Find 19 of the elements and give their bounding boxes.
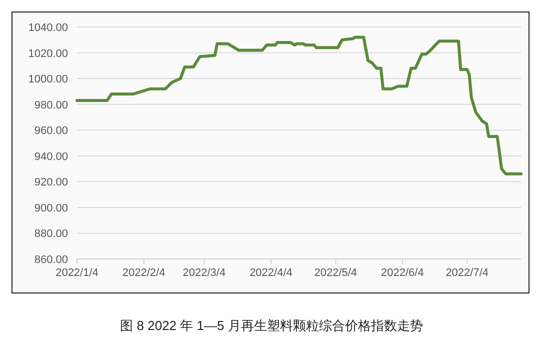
y-tick-label: 940.00 xyxy=(34,150,68,163)
y-tick-label: 1020.00 xyxy=(28,48,68,60)
y-tick-label: 1000.00 xyxy=(28,74,68,86)
x-tick-label: 2022/7/4 xyxy=(446,267,489,279)
x-tick-label: 2022/6/4 xyxy=(381,267,424,279)
y-tick-label: 980.00 xyxy=(34,99,68,112)
x-tick-label: 2022/1/4 xyxy=(56,267,98,279)
x-tick-label: 2022/5/4 xyxy=(314,267,358,279)
x-tick-label: 2022/4/4 xyxy=(250,267,292,279)
y-tick-label: 900.00 xyxy=(34,202,68,214)
y-tick-label: 1040.00 xyxy=(28,22,68,34)
y-tick-label: 920.00 xyxy=(34,176,68,189)
line-series xyxy=(76,36,522,176)
y-tick-label: 860.00 xyxy=(34,254,68,266)
caption: 图 8 2022 年 1—5 月再生塑料颗粒综合价格指数走势 xyxy=(120,318,423,333)
x-tick-label: 2022/3/4 xyxy=(182,267,226,279)
x-tick-label: 2022/2/4 xyxy=(122,267,166,279)
y-tick-label: 960.00 xyxy=(34,125,68,138)
y-tick-label: 880.00 xyxy=(34,228,68,240)
